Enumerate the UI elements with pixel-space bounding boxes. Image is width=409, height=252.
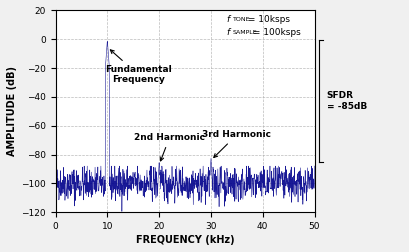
Text: = 10ksps: = 10ksps <box>245 15 290 24</box>
Text: f: f <box>227 15 229 24</box>
Y-axis label: AMPLITUDE (dB): AMPLITUDE (dB) <box>7 66 17 156</box>
Text: 3rd Harmonic: 3rd Harmonic <box>202 130 271 158</box>
Text: = 100ksps: = 100ksps <box>250 28 301 37</box>
Text: TONE: TONE <box>233 17 250 22</box>
Text: SAMPLE: SAMPLE <box>233 30 257 35</box>
X-axis label: FREQUENCY (kHz): FREQUENCY (kHz) <box>136 235 234 245</box>
Text: SFDR
= -85dB: SFDR = -85dB <box>327 91 367 111</box>
Text: f: f <box>227 28 229 37</box>
Text: 2nd Harmonic: 2nd Harmonic <box>134 133 205 161</box>
Text: Fundamental
Frequency: Fundamental Frequency <box>105 50 172 84</box>
